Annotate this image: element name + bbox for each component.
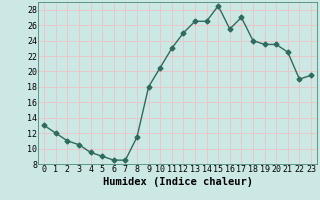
X-axis label: Humidex (Indice chaleur): Humidex (Indice chaleur) <box>103 177 252 187</box>
